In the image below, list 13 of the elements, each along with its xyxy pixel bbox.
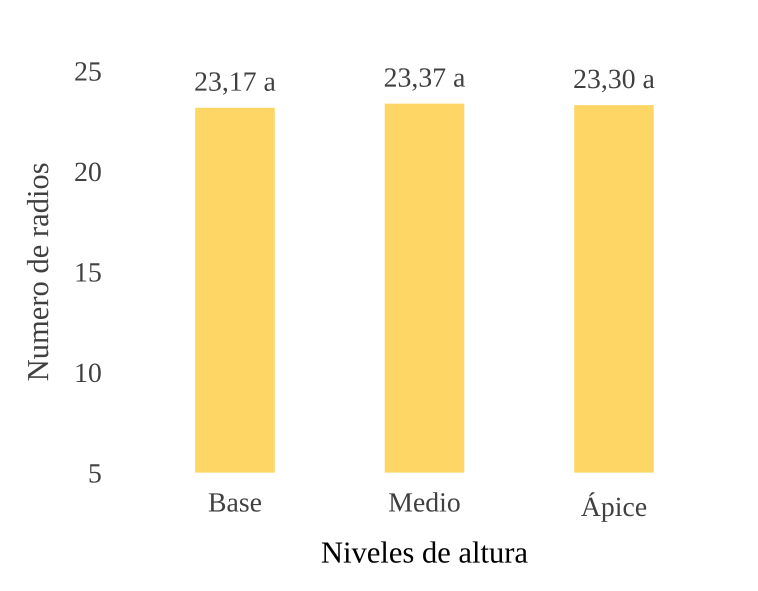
y-tick-label: 10 — [76, 363, 101, 382]
y-tick-label: 25 — [75, 62, 101, 81]
y-tick-label: 20 — [75, 162, 101, 182]
y-tick-label: 5 — [90, 464, 101, 483]
y-tick-label: 15 — [76, 263, 101, 282]
data-label: 23,30 a — [574, 70, 654, 92]
data-label: 23,37 a — [384, 68, 465, 91]
x-axis-title: Niveles de altura — [322, 541, 528, 563]
x-tick-label: Base — [208, 493, 262, 512]
y-axis-title: Numero de radios — [26, 164, 48, 380]
x-tick-label: Medio — [389, 492, 460, 512]
data-label: 23,17 a — [195, 72, 276, 95]
x-tick-label: Ápice — [581, 492, 646, 522]
